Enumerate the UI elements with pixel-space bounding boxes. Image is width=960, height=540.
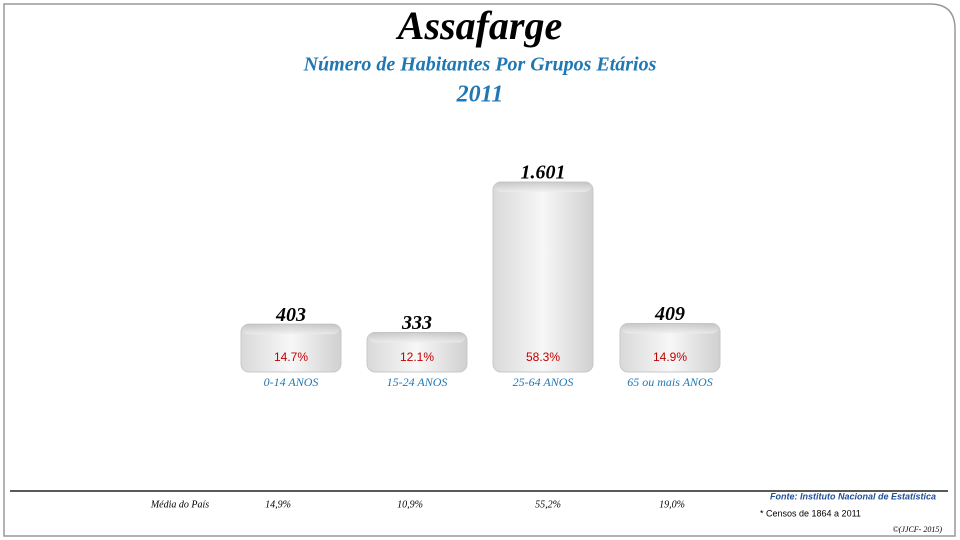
x-tick-label: 15-24 ANOS [387, 375, 448, 389]
bar-top [243, 324, 339, 335]
average-label: Média do País [150, 499, 209, 510]
share-label: 58.3% [526, 350, 560, 364]
chart-subtitle: Número de Habitantes Por Grupos Etários [303, 54, 657, 76]
average-value: 55,2% [535, 499, 561, 510]
bar-top [495, 182, 591, 192]
value-label: 409 [654, 303, 685, 325]
average-value: 10,9% [397, 499, 423, 510]
x-tick-label: 0-14 ANOS [264, 375, 319, 389]
chart-year: 2011 [456, 82, 504, 108]
chart-title: Assafarge [395, 3, 562, 48]
value-label: 1.601 [521, 162, 566, 184]
share-label: 14.9% [653, 350, 687, 364]
bar [492, 181, 594, 373]
source: Fonte: Instituto Nacional de Estatística [770, 491, 936, 501]
bar-top [622, 323, 718, 334]
value-label: 403 [275, 304, 306, 326]
slide-border [3, 3, 956, 537]
average-value: 19,0% [659, 499, 685, 510]
bar-top [369, 332, 465, 343]
share-label: 12.1% [400, 350, 434, 364]
x-tick-label: 25-64 ANOS [513, 375, 574, 389]
share-label: 14.7% [274, 350, 308, 364]
average-value: 14,9% [265, 499, 291, 510]
x-tick-label: 65 ou mais ANOS [627, 375, 712, 389]
note: * Censos de 1864 a 2011 [760, 508, 861, 518]
credit: ©(JJCF- 2015) [893, 525, 943, 534]
value-label: 333 [401, 312, 432, 334]
